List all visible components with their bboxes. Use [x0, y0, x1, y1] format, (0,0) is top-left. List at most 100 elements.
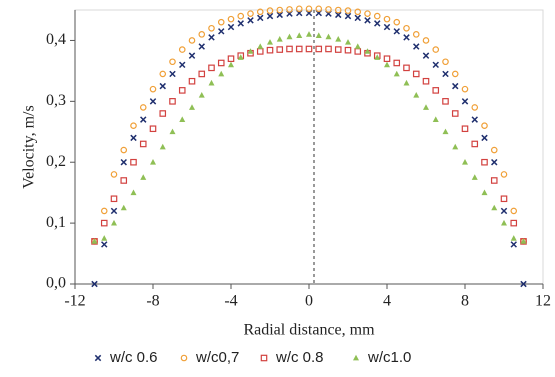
- point: [344, 12, 352, 20]
- point: [383, 23, 391, 31]
- point: [403, 79, 410, 86]
- point: [208, 64, 215, 72]
- point: [256, 48, 264, 55]
- point: [325, 6, 332, 13]
- point: [481, 122, 488, 129]
- point: [364, 10, 371, 17]
- y-axis-label: Velocity, m/s: [21, 105, 38, 188]
- point: [432, 87, 440, 94]
- point: [149, 85, 157, 93]
- x-tick-label: -4: [224, 293, 237, 310]
- point: [383, 15, 391, 23]
- point: [325, 33, 332, 40]
- point: [413, 92, 420, 98]
- point: [159, 82, 166, 90]
- point: [315, 32, 322, 38]
- point: [198, 43, 205, 50]
- point: [208, 34, 215, 41]
- x-tick-label: 8: [461, 293, 469, 310]
- point: [217, 59, 225, 67]
- point: [412, 70, 420, 78]
- y-tick-label: 0,0: [46, 275, 66, 292]
- point: [198, 70, 206, 78]
- y-tick-label: 0,3: [46, 92, 66, 109]
- point: [130, 134, 137, 142]
- point: [354, 48, 362, 55]
- point: [208, 79, 215, 86]
- point: [110, 171, 118, 178]
- point: [344, 46, 352, 54]
- point: [256, 8, 264, 16]
- point: [188, 77, 196, 85]
- point: [481, 134, 488, 142]
- point: [101, 241, 108, 248]
- point: [364, 48, 371, 54]
- point: [286, 33, 293, 40]
- point: [451, 110, 459, 117]
- point: [257, 14, 264, 22]
- legend-marker: [180, 354, 188, 362]
- point: [237, 20, 244, 27]
- point: [393, 18, 401, 26]
- point: [257, 43, 264, 49]
- point: [344, 7, 352, 14]
- x-axis-label: Radial distance, mm: [243, 322, 375, 339]
- point: [188, 52, 196, 59]
- point: [228, 61, 234, 68]
- point: [413, 43, 420, 50]
- point: [247, 10, 254, 17]
- y-tick-label: 0,1: [46, 214, 66, 231]
- point: [490, 177, 498, 184]
- point: [169, 58, 176, 66]
- point: [120, 204, 127, 211]
- x-tick-label: 12: [535, 293, 551, 310]
- point: [315, 5, 323, 13]
- point: [393, 28, 400, 35]
- point: [91, 280, 98, 288]
- point: [510, 235, 517, 241]
- point: [179, 61, 186, 69]
- point: [451, 70, 459, 78]
- point: [490, 146, 498, 154]
- point: [130, 122, 137, 129]
- point: [218, 28, 225, 35]
- point: [149, 125, 157, 133]
- point: [422, 77, 430, 85]
- point: [403, 24, 410, 32]
- point: [520, 238, 527, 244]
- x-tick-label: -12: [64, 293, 85, 310]
- point: [247, 17, 254, 24]
- point: [325, 45, 332, 53]
- point: [120, 177, 128, 184]
- point: [471, 116, 478, 123]
- legend-marker: [94, 354, 102, 362]
- point: [500, 207, 508, 215]
- point: [286, 45, 293, 53]
- point: [111, 219, 117, 226]
- point: [296, 32, 303, 38]
- point: [101, 235, 108, 241]
- point: [295, 5, 303, 13]
- point: [150, 159, 156, 165]
- point: [393, 70, 400, 77]
- x-tick-label: 4: [383, 293, 391, 310]
- point: [266, 12, 274, 20]
- point: [432, 116, 439, 122]
- point: [481, 189, 488, 196]
- point: [266, 7, 274, 14]
- point: [423, 104, 429, 110]
- point: [178, 87, 186, 94]
- point: [140, 116, 147, 123]
- point: [384, 61, 390, 68]
- point: [461, 85, 469, 93]
- point: [198, 31, 206, 38]
- point: [491, 204, 498, 211]
- point: [91, 238, 98, 244]
- point: [140, 174, 147, 180]
- x-tick-label: 0: [305, 293, 313, 310]
- point: [120, 158, 127, 166]
- point: [315, 45, 323, 53]
- point: [345, 39, 351, 45]
- point: [354, 8, 362, 16]
- point: [354, 14, 361, 22]
